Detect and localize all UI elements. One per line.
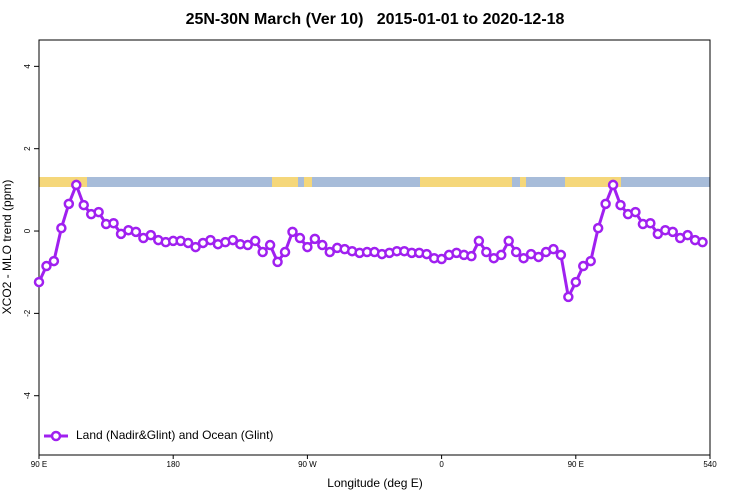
data-point xyxy=(279,246,291,258)
y-axis-label: XCO2 - MLO trend (ppm) xyxy=(0,180,14,315)
data-point xyxy=(249,235,261,247)
x-tick-label: 90 E xyxy=(31,460,47,469)
x-tick-label: 540 xyxy=(703,460,717,469)
data-point xyxy=(63,198,75,210)
data-point xyxy=(227,234,239,246)
data-point xyxy=(518,252,529,264)
data-point xyxy=(645,217,656,229)
data-point xyxy=(48,255,60,267)
data-point xyxy=(294,232,306,244)
data-point xyxy=(287,226,298,238)
data-point xyxy=(495,249,507,261)
y-tick-label: -2 xyxy=(23,309,32,317)
data-point xyxy=(615,199,626,211)
x-tick-label: 90 E xyxy=(568,460,584,469)
data-point xyxy=(503,235,514,247)
data-point xyxy=(548,243,559,255)
data-point xyxy=(317,239,328,251)
x-axis-label: Longitude (deg E) xyxy=(327,476,422,490)
data-point xyxy=(533,251,544,263)
y-tick-label: 0 xyxy=(23,228,32,233)
data-point xyxy=(205,234,216,246)
data-point xyxy=(108,217,119,229)
data-point xyxy=(585,255,596,267)
data-point xyxy=(436,253,447,265)
data-point xyxy=(600,198,611,210)
legend-marker xyxy=(50,430,62,442)
land-ocean-strip xyxy=(39,177,710,187)
y-tick-label: -4 xyxy=(23,392,32,400)
legend-label: Land (Nadir&Glint) and Ocean (Glint) xyxy=(76,428,273,442)
data-point xyxy=(56,222,67,234)
data-point xyxy=(182,237,194,249)
y-tick-label: 2 xyxy=(23,146,32,151)
data-point xyxy=(257,246,268,258)
data-point xyxy=(302,241,313,253)
data-point xyxy=(592,222,604,234)
data-point xyxy=(421,248,432,260)
data-point xyxy=(607,179,619,191)
data-point xyxy=(78,199,89,211)
data-point xyxy=(563,291,574,303)
data-point xyxy=(481,246,492,258)
data-point xyxy=(130,226,142,238)
data-point xyxy=(697,236,708,248)
data-point xyxy=(41,260,52,272)
data-point xyxy=(570,276,582,288)
x-tick-label: 90 W xyxy=(298,460,317,469)
data-point xyxy=(264,239,276,251)
data-point xyxy=(667,226,678,238)
y-tick-label: 4 xyxy=(23,64,32,69)
data-point xyxy=(71,179,82,191)
data-point xyxy=(272,256,283,268)
data-point xyxy=(682,229,693,241)
data-point xyxy=(473,235,485,247)
plot-frame xyxy=(38,39,711,456)
chart-title: 25N-30N March (Ver 10) 2015-01-01 to 202… xyxy=(186,11,565,28)
data-point xyxy=(578,260,589,272)
data-point xyxy=(555,249,567,261)
data-point xyxy=(510,246,522,258)
data-point xyxy=(324,246,336,258)
data-point xyxy=(242,239,254,251)
data-point xyxy=(145,229,157,241)
data-point xyxy=(630,206,641,218)
data-point xyxy=(33,276,45,288)
data-point xyxy=(309,233,321,245)
data-point xyxy=(190,241,201,253)
data-point xyxy=(466,250,477,262)
x-tick-label: 0 xyxy=(439,460,444,469)
x-tick-label: 180 xyxy=(167,460,181,469)
data-point xyxy=(93,206,104,218)
